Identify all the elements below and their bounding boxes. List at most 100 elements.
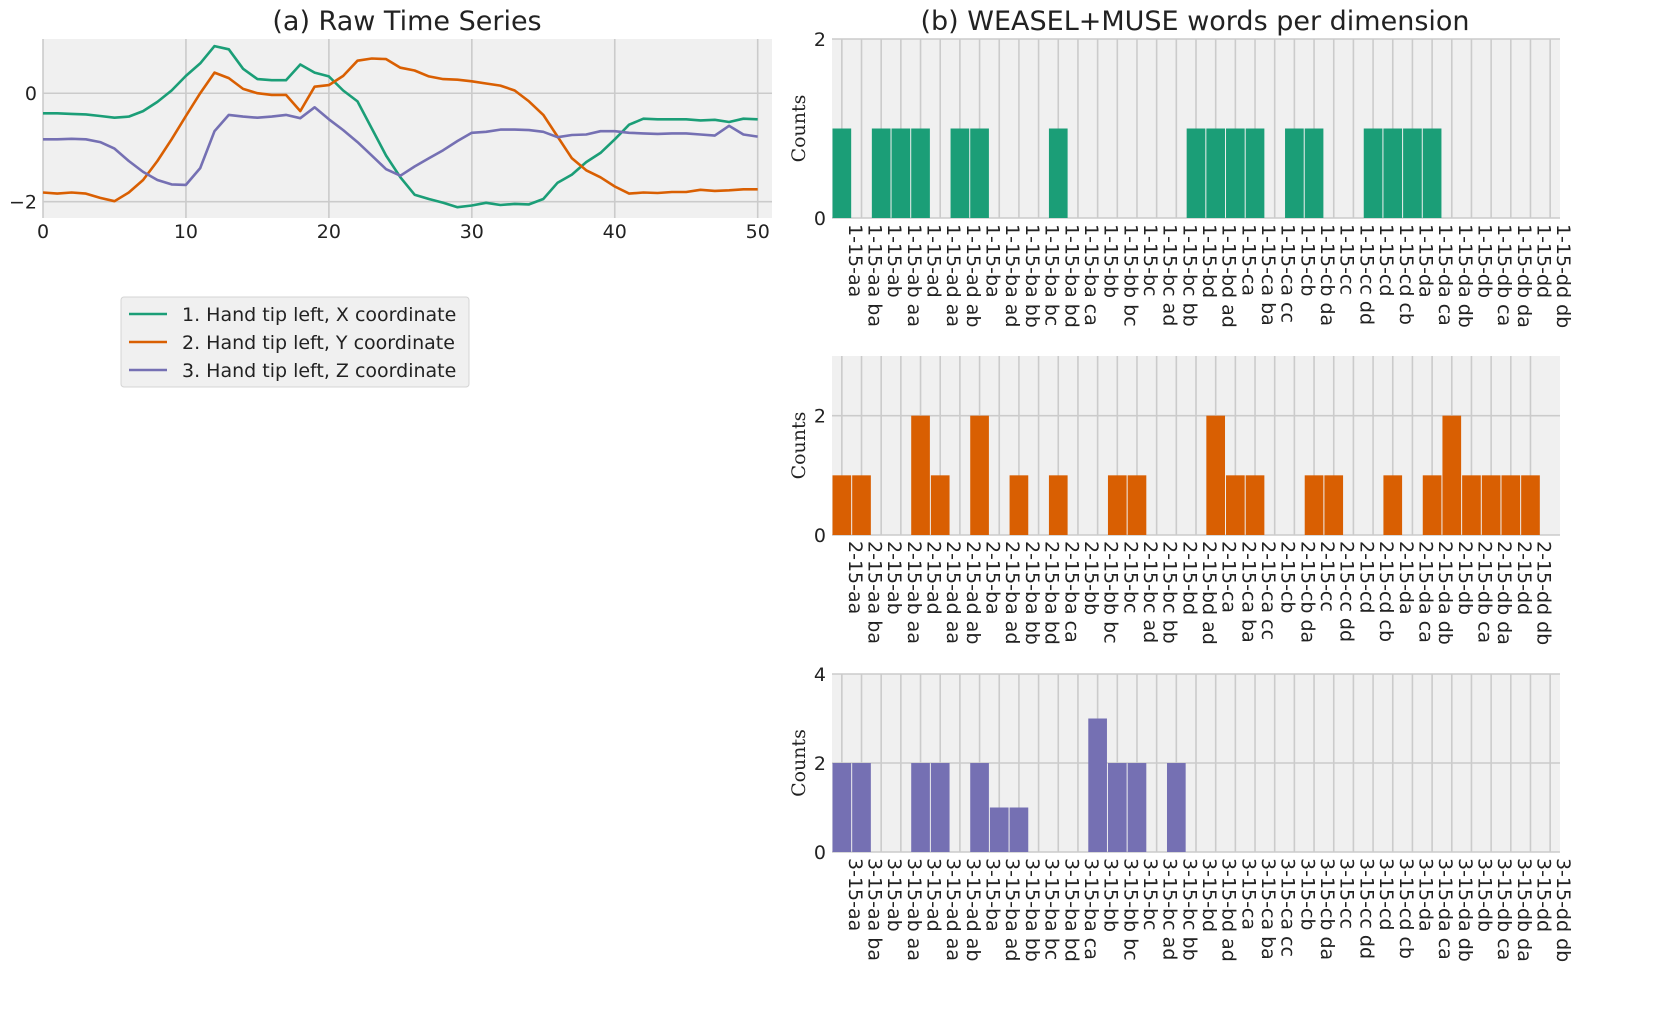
x-tick-label: 2-15-cd xyxy=(1355,541,1377,613)
bar xyxy=(1462,475,1481,535)
x-tick-label: 2-15-ba bb xyxy=(1021,541,1043,645)
x-tick-label: 2-15-cb da xyxy=(1296,541,1318,643)
x-tick-label: 1-15-da db xyxy=(1454,224,1476,328)
x-tick-label: 3-15-da db xyxy=(1454,858,1476,962)
bar xyxy=(911,415,930,535)
bar xyxy=(970,128,989,218)
x-tick-label: 1-15-ad ab xyxy=(962,224,984,327)
bar xyxy=(1009,475,1029,535)
bar xyxy=(1481,475,1501,535)
x-tick-label: 1-15-ab aa xyxy=(903,224,925,327)
bar xyxy=(1245,128,1265,218)
x-tick-label: 3-15-ab aa xyxy=(903,858,925,961)
bar xyxy=(1107,475,1127,535)
x-tick-label: 1-15-cc dd xyxy=(1355,224,1377,325)
x-tick-label: 2-15-db da xyxy=(1493,541,1515,645)
legend-label-1: 1. Hand tip left, X coordinate xyxy=(182,304,456,326)
bar xyxy=(1088,718,1107,852)
x-tick-label: 1-15-ad aa xyxy=(942,224,964,327)
bar xyxy=(832,128,852,218)
x-tick-label: 1-15-dd xyxy=(1533,224,1555,298)
x-tick-label: 3-15-bb xyxy=(1100,858,1122,932)
y-tick-label: 0 xyxy=(814,525,826,547)
x-tick-label: 3-15-ad ab xyxy=(962,858,984,961)
x-tick-label: 2-15-ba ad xyxy=(1001,541,1023,644)
x-tick-label: 3-15-cb xyxy=(1296,858,1318,930)
x-tick-label: 3-15-bd xyxy=(1198,858,1220,932)
bar xyxy=(930,763,950,852)
x-tick-label: 2-15-da xyxy=(1395,541,1417,615)
y-tick-label: 4 xyxy=(814,664,826,686)
y-tick-label: 0 xyxy=(814,842,826,864)
x-tick-label: 1-15-ba ca xyxy=(1080,224,1102,326)
x-tick-label: 1-15-ba xyxy=(982,224,1004,298)
bar xyxy=(1324,475,1344,535)
x-tick-label: 1-15-cd xyxy=(1375,224,1397,296)
x-tick-label: 2-15-bc bb xyxy=(1159,541,1181,644)
y-tick-label: 0 xyxy=(25,83,37,105)
y-tick-label: 2 xyxy=(814,29,826,51)
bar xyxy=(1403,128,1422,218)
x-tick-label: 2-15-db xyxy=(1454,541,1476,615)
bar xyxy=(1383,128,1403,218)
x-tick-label: 2-15-dd xyxy=(1513,541,1535,615)
x-tick-label: 3-15-bc bb xyxy=(1178,858,1200,961)
x-tick-label: 3-15-db xyxy=(1474,858,1496,932)
bar xyxy=(989,807,1009,852)
x-tick-label: 2-15-aa ba xyxy=(864,541,886,644)
x-tick-label: 3-15-cb da xyxy=(1316,858,1338,960)
x-tick-label: 1-15-cc xyxy=(1336,224,1358,295)
bar xyxy=(1422,475,1442,535)
x-tick-label: 3-15-aa ba xyxy=(864,858,886,961)
x-tick-label: 3-15-cc xyxy=(1336,858,1358,929)
y-axis-label: Counts xyxy=(788,412,810,480)
x-tick-label: 1-15-ba bb xyxy=(1021,224,1043,328)
x-tick-label: 2-15-ab xyxy=(883,541,905,615)
x-tick-label: 3-15-ad xyxy=(923,858,945,932)
x-tick-label: 3-15-bc xyxy=(1139,858,1161,930)
bar xyxy=(1009,807,1029,852)
line-chart-background xyxy=(43,39,772,218)
x-tick-label: 3-15-cd cb xyxy=(1395,858,1417,959)
x-tick-label: 2-15-da db xyxy=(1434,541,1456,645)
bar xyxy=(1383,475,1403,535)
x-tick-label: 1-15-ca xyxy=(1237,224,1259,296)
x-tick-label: 1-15-aa xyxy=(844,224,866,297)
x-tick-label: 3-15-ba bb xyxy=(1021,858,1043,962)
x-tick-label: 30 xyxy=(460,221,484,243)
x-tick-label: 50 xyxy=(746,221,770,243)
x-tick-label: 1-15-bc bb xyxy=(1178,224,1200,327)
x-tick-label: 40 xyxy=(603,221,627,243)
bar xyxy=(1127,475,1147,535)
series-line-3 xyxy=(43,106,758,187)
x-tick-label: 3-15-da xyxy=(1414,858,1436,932)
line-chart: 0 10 20 30 40 50−20(a) Raw Time Series xyxy=(9,6,772,243)
x-tick-label: 2-15-cc xyxy=(1316,541,1338,612)
x-tick-label: 2-15-ba bd xyxy=(1041,541,1063,645)
x-tick-label: 1-15-aa ba xyxy=(864,224,886,327)
x-tick-label: 1-15-ad xyxy=(923,224,945,298)
bar xyxy=(1245,475,1265,535)
x-tick-label: 2-15-da ca xyxy=(1414,541,1436,643)
x-tick-label: 2-15-ca cc xyxy=(1257,541,1279,640)
x-tick-label: 3-15-ba ca xyxy=(1080,858,1102,960)
x-tick-label: 1-15-ba bc xyxy=(1041,224,1063,326)
x-tick-label: 3-15-db da xyxy=(1513,858,1535,962)
legend-label-3: 3. Hand tip left, Z coordinate xyxy=(182,360,456,382)
bar xyxy=(852,475,871,535)
x-tick-label: 1-15-db ca xyxy=(1493,224,1515,326)
x-tick-label: 2-15-ad ab xyxy=(962,541,984,644)
series-line-1 xyxy=(43,44,758,209)
x-tick-label: 1-15-db da xyxy=(1513,224,1535,328)
bar xyxy=(930,475,950,535)
y-tick-label: 0 xyxy=(814,208,826,230)
x-tick-label: 3-15-cd xyxy=(1375,858,1397,930)
chart-title-a: (a) Raw Time Series xyxy=(272,6,541,37)
x-tick-label: 3-15-ca ba xyxy=(1257,858,1279,960)
bar xyxy=(1226,475,1245,535)
x-tick-label: 3-15-da ca xyxy=(1434,858,1456,960)
x-tick-label: 1-15-da ca xyxy=(1434,224,1456,326)
x-tick-label: 2-15-aa xyxy=(844,541,866,614)
bar xyxy=(1107,763,1127,852)
